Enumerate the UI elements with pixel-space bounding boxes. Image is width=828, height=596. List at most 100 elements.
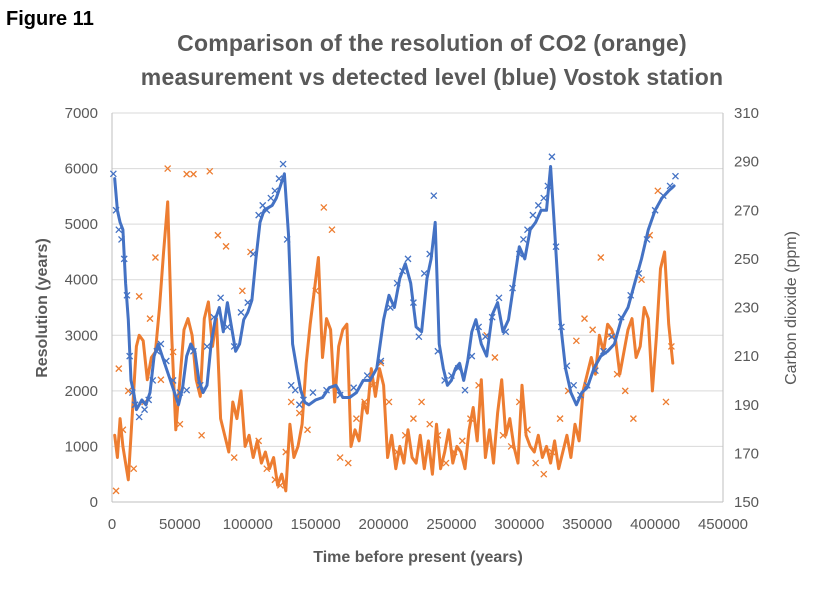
y2-tick-label: 230 — [734, 300, 759, 317]
y-tick-label: 3000 — [65, 327, 98, 344]
chart-title-line-2: measurement vs detected level (blue) Vos… — [140, 64, 724, 90]
data-point-marker — [597, 254, 605, 261]
data-point-marker — [556, 415, 564, 423]
data-point-marker — [404, 255, 412, 263]
data-point-marker — [572, 337, 580, 345]
data-point-marker — [320, 204, 328, 211]
chart-title-line-1: Comparison of the resolution of CO2 (ora… — [177, 30, 687, 56]
data-point-marker — [426, 420, 434, 428]
y-tick-label: 4000 — [65, 272, 98, 289]
data-point-marker — [291, 386, 299, 394]
data-point-marker — [130, 465, 138, 473]
data-point-marker — [183, 386, 191, 394]
x-tick-label: 450000 — [698, 516, 748, 533]
data-point-marker — [481, 333, 489, 341]
data-point-marker — [287, 398, 295, 406]
data-point-marker — [495, 294, 503, 302]
y2-axis-title: Carbon dioxide (ppm) — [783, 231, 800, 385]
plot-area — [109, 153, 679, 495]
data-point-marker — [662, 398, 670, 406]
y2-tick-label: 290 — [734, 154, 759, 171]
data-point-marker — [458, 437, 466, 445]
data-point-marker — [304, 426, 311, 434]
data-point-marker — [519, 235, 527, 243]
data-point-marker — [461, 386, 469, 394]
data-point-marker — [672, 172, 679, 180]
data-point-marker — [141, 406, 149, 414]
y2-tick-label: 210 — [734, 348, 759, 365]
data-point-marker — [608, 333, 616, 341]
data-point-marker — [198, 431, 206, 439]
data-point-marker — [238, 287, 246, 295]
data-point-marker — [135, 292, 143, 300]
data-point-marker — [206, 167, 214, 175]
y2-tick-label: 310 — [734, 105, 759, 122]
data-point-marker — [409, 415, 417, 423]
y2-tick-label: 270 — [734, 202, 759, 219]
data-point-marker — [621, 387, 629, 395]
y-axis-title: Resolution (years) — [34, 238, 51, 378]
data-point-marker — [581, 315, 588, 323]
data-point-marker — [529, 211, 537, 219]
series-line-co2-level — [113, 165, 676, 412]
data-point-marker — [115, 365, 123, 373]
data-point-marker — [344, 459, 352, 467]
data-point-marker — [638, 276, 645, 284]
y2-tick-label: 250 — [734, 251, 759, 268]
y-tick-label: 5000 — [65, 216, 98, 233]
data-point-marker — [430, 192, 438, 200]
data-point-marker — [309, 389, 317, 397]
data-point-marker — [164, 165, 172, 173]
data-point-marker — [222, 242, 230, 250]
data-point-marker — [540, 470, 548, 478]
data-point-marker — [109, 170, 117, 178]
data-point-marker — [415, 333, 423, 341]
figure-label: Figure 11 — [6, 8, 94, 30]
y-tick-label: 2000 — [65, 383, 98, 400]
data-point-marker — [336, 454, 344, 462]
y-tick-label: 0 — [90, 494, 98, 511]
data-point-marker — [629, 415, 637, 423]
x-tick-label: 250000 — [426, 516, 476, 533]
x-tick-label: 0 — [108, 516, 116, 533]
data-point-marker — [534, 201, 542, 209]
data-point-marker — [146, 315, 154, 323]
data-point-marker — [217, 294, 225, 302]
data-point-marker — [157, 376, 165, 384]
x-tick-label: 300000 — [494, 516, 544, 533]
series-line-resolution — [113, 200, 675, 493]
x-tick-label: 350000 — [562, 516, 612, 533]
x-tick-label: 200000 — [359, 516, 409, 533]
data-point-marker — [350, 384, 358, 392]
data-point-marker — [237, 308, 245, 316]
data-point-marker — [183, 170, 191, 178]
data-point-marker — [214, 231, 222, 239]
data-point-marker — [203, 342, 211, 350]
x-tick-label: 100000 — [223, 516, 273, 533]
y-tick-label: 7000 — [65, 105, 98, 122]
axes — [111, 113, 724, 503]
data-point-marker — [230, 454, 238, 462]
data-point-marker — [570, 381, 578, 389]
gridlines — [112, 112, 723, 447]
data-point-marker — [491, 354, 499, 361]
data-point-marker — [135, 413, 143, 421]
x-tick-label: 400000 — [630, 516, 680, 533]
data-point-marker — [548, 153, 556, 161]
data-point-marker — [418, 398, 426, 406]
data-point-marker — [589, 326, 597, 334]
x-tick-label: 150000 — [291, 516, 341, 533]
data-point-marker — [654, 187, 662, 195]
data-point-marker — [279, 160, 287, 168]
y2-tick-label: 190 — [734, 397, 759, 414]
data-point-marker — [442, 459, 450, 467]
y-tick-label: 6000 — [65, 161, 98, 178]
tick-labels: 0 1000 2000 3000 4000 5000 6000 7000 150 170 190 21… — [65, 105, 759, 533]
y-tick-label: 1000 — [65, 438, 98, 455]
data-point-marker — [112, 487, 120, 495]
y2-tick-label: 150 — [734, 494, 759, 511]
data-point-marker — [363, 372, 371, 380]
data-point-marker — [124, 387, 132, 395]
y2-tick-label: 170 — [734, 445, 759, 462]
data-point-marker — [151, 254, 159, 261]
